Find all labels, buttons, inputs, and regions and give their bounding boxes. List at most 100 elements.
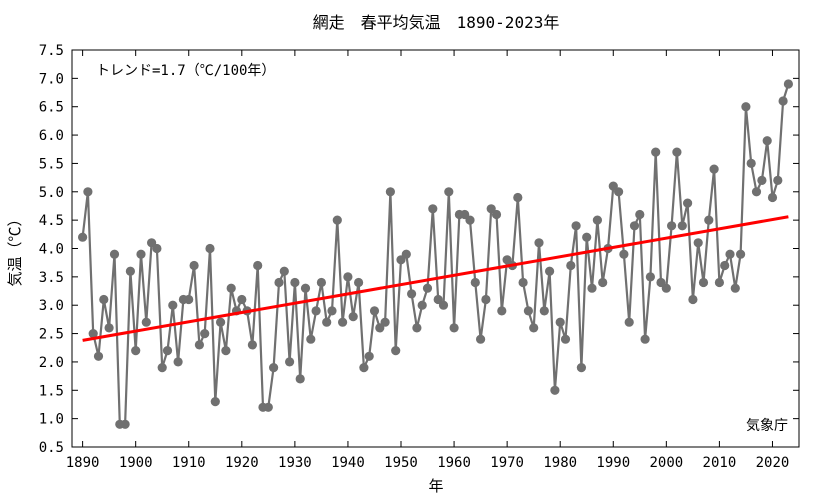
data-point [491, 209, 502, 220]
data-point [741, 102, 751, 112]
data-point [194, 340, 204, 350]
y-tick-label: 2.0 [39, 355, 64, 371]
data-point [635, 209, 645, 220]
data-point [714, 277, 725, 288]
data-point [168, 300, 178, 310]
data-point [428, 204, 438, 214]
data-point [311, 306, 321, 316]
data-point [338, 317, 348, 327]
data-point [279, 266, 289, 276]
chart-title: 網走 春平均気温 1890-2023年 [313, 13, 560, 32]
data-point [412, 323, 422, 333]
data-point [157, 363, 167, 373]
data-point [725, 249, 735, 259]
data-point [274, 277, 284, 288]
y-tick-label: 7.0 [39, 71, 64, 87]
data-point [746, 158, 756, 168]
data-point [200, 329, 210, 339]
data-point [767, 192, 778, 203]
data-point [587, 283, 597, 293]
data-point [709, 164, 719, 174]
data-point [269, 363, 279, 373]
data-point [576, 363, 587, 373]
data-point [704, 215, 714, 225]
data-point [513, 192, 523, 203]
y-tick-label: 3.5 [39, 270, 64, 286]
data-point [290, 277, 300, 288]
data-point [221, 346, 231, 356]
y-tick-label: 4.0 [39, 242, 64, 258]
data-point [619, 249, 629, 259]
data-point [624, 317, 634, 327]
data-point [518, 277, 528, 288]
data-point [449, 323, 459, 333]
data-point [391, 346, 401, 356]
data-point [237, 294, 247, 305]
data-point [306, 334, 316, 344]
data-point [481, 294, 491, 305]
data-point [300, 283, 311, 293]
data-point [470, 277, 480, 288]
data-point [348, 312, 358, 322]
data-point [651, 147, 661, 157]
data-point [783, 79, 794, 89]
data-point [316, 277, 326, 288]
y-tick-label: 5.0 [39, 185, 64, 201]
data-point [444, 187, 454, 197]
data-point [720, 260, 730, 271]
data-point [93, 351, 104, 361]
data-point [773, 175, 783, 185]
data-point [555, 317, 565, 327]
y-tick-label: 0.5 [39, 440, 64, 456]
data-point [545, 266, 555, 276]
data-point [263, 402, 273, 412]
data-point [592, 215, 603, 225]
y-tick-label: 1.0 [39, 412, 64, 428]
x-tick-label: 2000 [649, 455, 683, 471]
data-point [730, 283, 740, 293]
data-point [343, 272, 353, 282]
x-tick-label: 1890 [66, 455, 100, 471]
data-point [136, 249, 146, 259]
data-point [693, 238, 703, 248]
data-point [354, 277, 364, 288]
y-tick-label: 1.5 [39, 383, 64, 399]
data-point [683, 198, 693, 208]
data-point [385, 187, 395, 197]
data-point [407, 289, 417, 299]
data-point [645, 272, 656, 282]
y-tick-label: 7.5 [39, 43, 64, 59]
data-point [173, 357, 183, 367]
data-point [661, 283, 671, 293]
x-tick-label: 1940 [331, 455, 365, 471]
x-axis-label: 年 [428, 477, 443, 495]
x-tick-label: 1920 [225, 455, 259, 471]
y-tick-label: 2.5 [39, 327, 64, 343]
data-point [529, 323, 539, 333]
data-point [571, 221, 581, 231]
data-point [205, 243, 215, 254]
x-tick-label: 1980 [543, 455, 577, 471]
data-point [698, 277, 709, 288]
x-tick-label: 2010 [703, 455, 737, 471]
x-tick-label: 1960 [437, 455, 471, 471]
data-point [152, 243, 162, 254]
series-line [81, 83, 790, 426]
data-point [560, 334, 571, 344]
data-point [582, 232, 592, 242]
x-axis: 1890 1900 1910 1920 1930 1940 1950 1960 1970 1980… [66, 50, 789, 471]
data-point [688, 294, 698, 305]
data-point [550, 385, 560, 395]
data-point [751, 187, 762, 197]
data-point [465, 215, 475, 225]
data-point [523, 306, 534, 316]
x-tick-label: 1900 [119, 455, 153, 471]
data-point [762, 136, 772, 146]
data-point [295, 374, 305, 384]
data-point [417, 300, 427, 310]
series-points [78, 79, 794, 429]
data-point [778, 96, 788, 106]
data-point [672, 147, 682, 157]
data-point [369, 306, 380, 316]
